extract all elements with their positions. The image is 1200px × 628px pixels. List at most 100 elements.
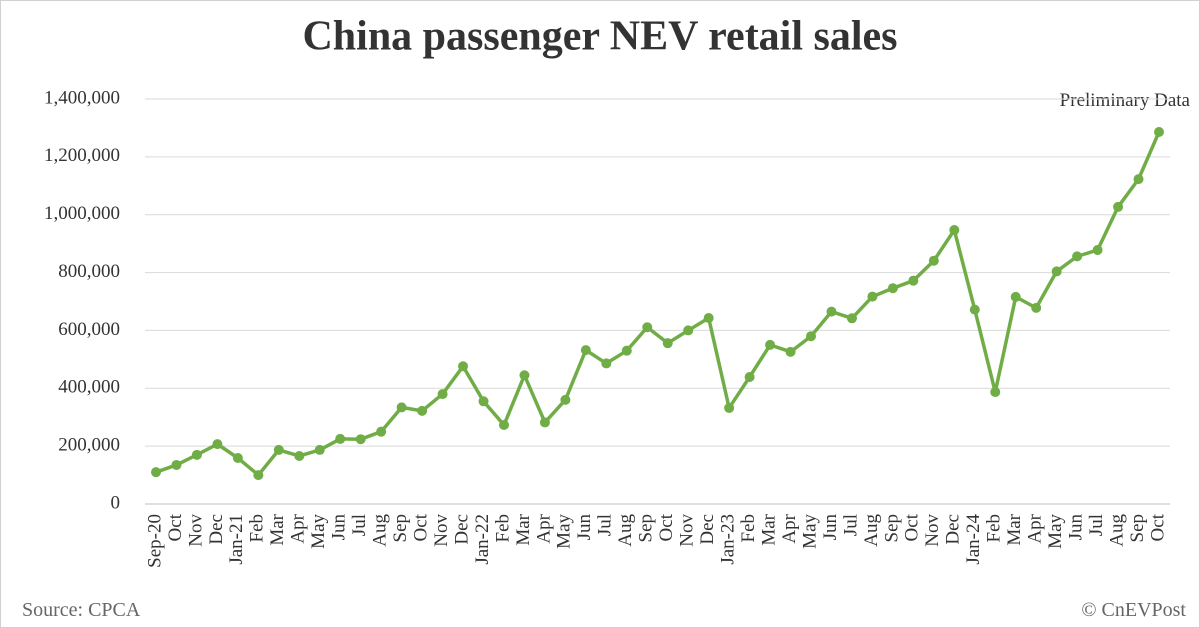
point — [253, 470, 264, 481]
x-tick-label: Jun — [1065, 514, 1086, 541]
x-tick-label: Oct — [410, 513, 431, 541]
x-tick-label: Aug — [370, 514, 391, 547]
x-tick-label: Nov — [431, 514, 452, 547]
point — [1133, 174, 1144, 185]
y-tick-label: 600,000 — [58, 319, 120, 340]
point — [949, 225, 960, 236]
point — [724, 402, 735, 413]
x-tick-label: Dec — [206, 514, 227, 545]
y-tick-label: 800,000 — [58, 261, 120, 282]
point — [621, 345, 632, 356]
x-tick-label: May — [554, 514, 575, 549]
x-tick-label: May — [308, 514, 329, 549]
x-tick-label: Dec — [943, 514, 964, 545]
x-tick-label: Mar — [513, 513, 534, 545]
x-tick-label: Apr — [533, 513, 554, 543]
x-tick-label: Mar — [758, 513, 779, 545]
x-tick-label: Oct — [165, 513, 186, 541]
point — [765, 339, 776, 350]
point — [990, 387, 1001, 398]
x-tick-label: Feb — [738, 514, 759, 543]
point — [580, 345, 591, 356]
point — [806, 331, 817, 342]
point — [601, 358, 612, 369]
x-tick-label: Sep-20 — [144, 514, 165, 568]
x-tick-label: Nov — [677, 514, 698, 547]
point — [683, 325, 694, 336]
annotation: Preliminary Data — [1060, 90, 1191, 111]
point — [294, 450, 305, 461]
y-tick-label: 200,000 — [58, 435, 120, 456]
x-tick-label: Jul — [1086, 514, 1107, 536]
y-tick-label: 400,000 — [58, 377, 120, 398]
point — [867, 291, 878, 302]
point — [846, 313, 857, 324]
x-tick-label: Sep — [636, 514, 657, 543]
x-tick-label: Jan-22 — [472, 514, 493, 565]
point — [1031, 302, 1042, 313]
point — [642, 322, 653, 333]
x-tick-label: Feb — [247, 514, 268, 543]
x-tick-label: Jan-24 — [963, 514, 984, 565]
x-tick-label: Oct — [1147, 513, 1168, 541]
point — [458, 361, 469, 372]
point — [662, 338, 673, 349]
point — [212, 439, 223, 450]
x-tick-label: Jan-23 — [718, 514, 739, 565]
point — [417, 405, 428, 416]
point — [314, 444, 325, 455]
point — [785, 346, 796, 357]
x-tick-label: May — [1045, 514, 1066, 549]
point — [1113, 201, 1124, 212]
x-tick-label: Sep — [881, 514, 902, 543]
x-tick-label: Nov — [922, 514, 943, 547]
y-tick-label: 1,000,000 — [44, 203, 120, 224]
x-tick-label: Apr — [779, 513, 800, 543]
x-tick-label: Dec — [697, 514, 718, 545]
point — [191, 449, 202, 460]
point — [478, 396, 489, 407]
x-tick-label: Jul — [595, 514, 616, 536]
x-tick-label: Aug — [615, 514, 636, 547]
x-tick-label: Sep — [1127, 514, 1148, 543]
x-tick-label: Apr — [288, 513, 309, 543]
point — [437, 389, 448, 400]
x-tick-label: Mar — [1004, 513, 1025, 545]
x-tick-label: Oct — [656, 513, 677, 541]
point — [1051, 266, 1062, 277]
x-tick-label: Jan-21 — [226, 514, 247, 565]
chart-title: China passenger NEV retail sales — [302, 14, 897, 60]
point — [928, 255, 939, 266]
point — [335, 433, 346, 444]
x-tick-label: May — [799, 514, 820, 549]
point — [1154, 126, 1164, 137]
point — [908, 275, 919, 286]
x-tick-label: Apr — [1025, 513, 1046, 543]
point — [1092, 245, 1103, 256]
x-tick-label: Oct — [902, 513, 923, 541]
x-tick-label: Jun — [574, 514, 595, 541]
y-tick-label: 1,400,000 — [44, 87, 120, 108]
x-tick-label: Jul — [840, 514, 861, 536]
point — [498, 420, 509, 431]
point — [151, 467, 161, 478]
point — [396, 402, 407, 413]
point — [519, 370, 530, 381]
x-tick-label: Dec — [451, 514, 472, 545]
x-tick-label: Mar — [267, 513, 288, 545]
point — [560, 394, 571, 405]
point — [232, 453, 243, 464]
point — [826, 306, 837, 317]
x-tick-label: Jul — [349, 514, 370, 536]
x-tick-label: Jun — [329, 514, 350, 541]
x-tick-label: Feb — [984, 514, 1005, 543]
point — [969, 304, 980, 315]
x-tick-label: Aug — [1106, 514, 1127, 547]
point — [539, 417, 550, 428]
x-tick-label: Sep — [390, 514, 411, 543]
point — [376, 426, 387, 437]
y-tick-label: 1,200,000 — [44, 145, 120, 166]
x-tick-label: Jun — [820, 514, 841, 541]
